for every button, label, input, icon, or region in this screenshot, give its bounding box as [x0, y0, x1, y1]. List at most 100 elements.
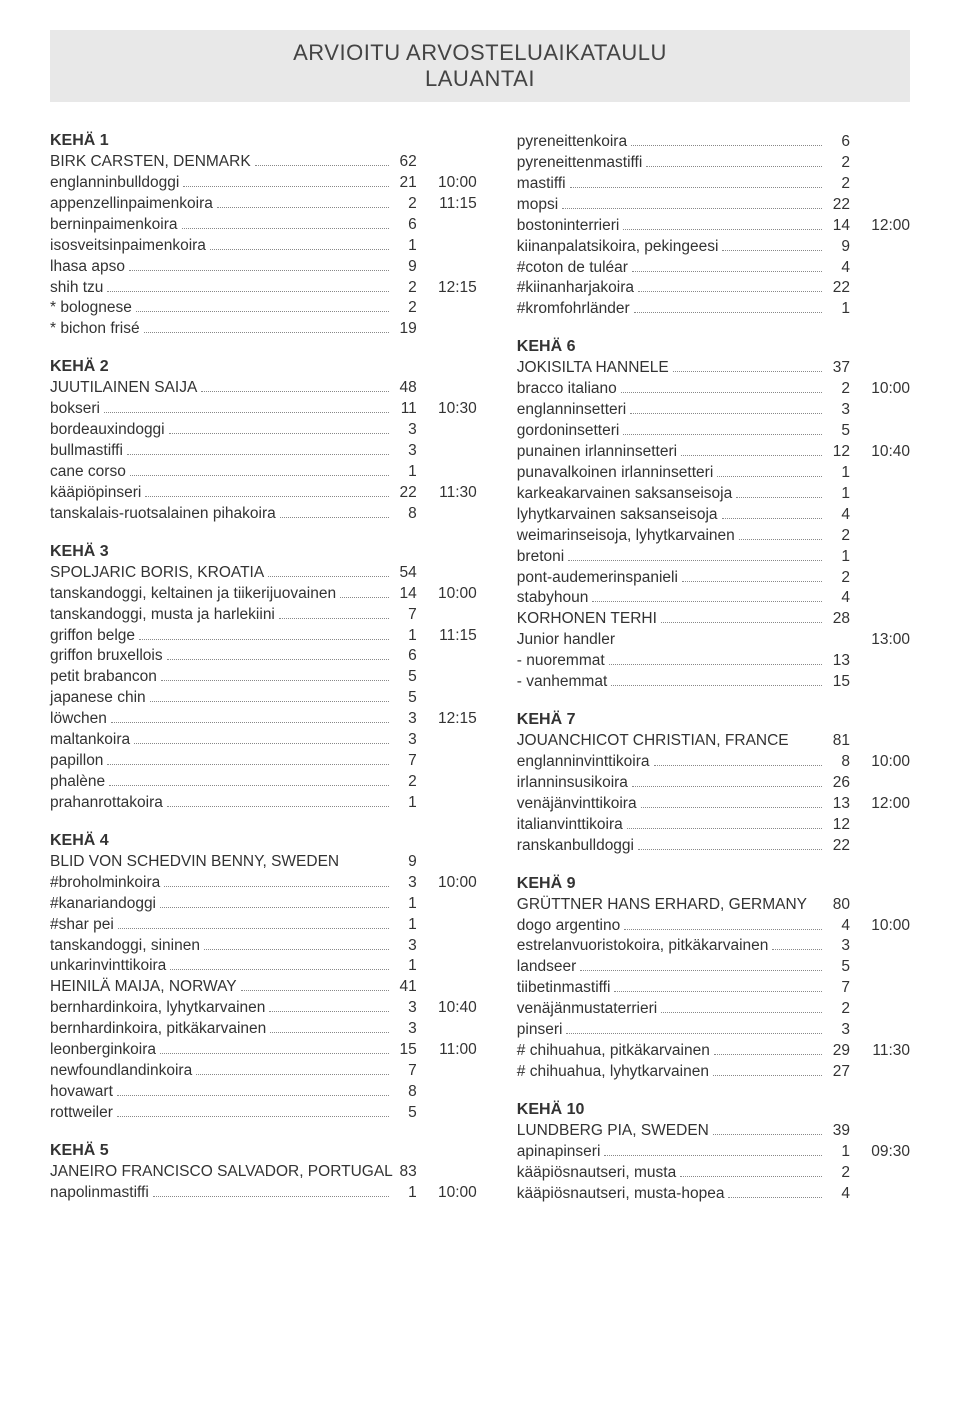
breed-row: kääpiösnautseri, musta200:00 — [517, 1163, 910, 1184]
breed-row: weimarinseisoja, lyhytkarvainen200:00 — [517, 526, 910, 547]
judge-row: SPOLJARIC BORIS, KROATIA5400:00 — [50, 563, 477, 584]
leader-dots — [217, 207, 389, 208]
leader-dots — [107, 764, 388, 765]
count-value: 5 — [393, 667, 417, 688]
breed-label: unkarinvinttikoira — [50, 956, 166, 977]
breed-label: griffon bruxellois — [50, 646, 163, 667]
count-value: 4 — [826, 916, 850, 937]
breed-row: bernhardinkoira, lyhytkarvainen310:40 — [50, 998, 477, 1019]
count-value: 3 — [393, 420, 417, 441]
count-value: 83 — [393, 1162, 417, 1183]
count-value: 4 — [826, 505, 850, 526]
breed-row: appenzellinpaimenkoira211:15 — [50, 194, 477, 215]
count-value: 1 — [393, 956, 417, 977]
judge-name: KORHONEN TERHI — [517, 609, 657, 630]
leader-dots — [201, 391, 389, 392]
time-value: 12:00 — [858, 794, 910, 815]
breed-row: englanninbulldoggi2110:00 — [50, 173, 477, 194]
breed-label: englanninvinttikoira — [517, 752, 650, 773]
breed-label: stabyhoun — [517, 588, 589, 609]
count-value: 4 — [826, 588, 850, 609]
judge-name: SPOLJARIC BORIS, KROATIA — [50, 563, 264, 584]
breed-row: griffon bruxellois600:00 — [50, 646, 477, 667]
time-value: 11:30 — [425, 483, 477, 504]
breed-label: bokseri — [50, 399, 100, 420]
ring-heading: KEHÄ 10 — [517, 1101, 910, 1119]
leader-dots — [182, 228, 389, 229]
count-value: 8 — [393, 504, 417, 525]
ring-heading: KEHÄ 7 — [517, 711, 910, 729]
breed-label: - vanhemmat — [517, 672, 607, 693]
breed-row: shih tzu212:15 — [50, 278, 477, 299]
time-value: 10:00 — [858, 379, 910, 400]
breed-label: gordoninsetteri — [517, 421, 620, 442]
leader-dots — [631, 145, 822, 146]
leader-dots — [160, 907, 389, 908]
count-value: 19 — [393, 319, 417, 340]
breed-row: * bichon frisé1900:00 — [50, 319, 477, 340]
leader-dots — [111, 722, 389, 723]
breed-label: papillon — [50, 751, 103, 772]
leader-dots — [127, 454, 389, 455]
breed-label: englanninsetteri — [517, 400, 626, 421]
count-value: 12 — [826, 815, 850, 836]
breed-row: #shar pei100:00 — [50, 915, 477, 936]
leader-dots — [139, 639, 389, 640]
breed-row: #kanariandoggi100:00 — [50, 894, 477, 915]
breed-row: pont-audemerinspanieli200:00 — [517, 568, 910, 589]
judge-row: HEINILÄ MAIJA, NORWAY4100:00 — [50, 977, 477, 998]
title-line2: LAUANTAI — [50, 66, 910, 92]
judge-name: HEINILÄ MAIJA, NORWAY — [50, 977, 237, 998]
count-value: 39 — [826, 1121, 850, 1142]
count-value: 14 — [393, 584, 417, 605]
leader-dots — [638, 849, 822, 850]
breed-row: punainen irlanninsetteri1210:40 — [517, 442, 910, 463]
breed-row: pinseri300:00 — [517, 1020, 910, 1041]
ring-heading: KEHÄ 2 — [50, 358, 477, 376]
title-line1: ARVIOITU ARVOSTELUAIKATAULU — [50, 40, 910, 66]
breed-label: italianvinttikoira — [517, 815, 623, 836]
count-value: 4 — [826, 258, 850, 279]
count-value: 22 — [826, 836, 850, 857]
breed-row: cane corso100:00 — [50, 462, 477, 483]
ring-heading: KEHÄ 3 — [50, 543, 477, 561]
breed-row: mastiffi200:00 — [517, 174, 910, 195]
ring-section: KEHÄ 7JOUANCHICOT CHRISTIAN, FRANCE8100:… — [517, 711, 910, 857]
count-value: 6 — [826, 132, 850, 153]
breed-label: newfoundlandinkoira — [50, 1061, 192, 1082]
leader-dots — [210, 249, 389, 250]
count-value: 8 — [826, 752, 850, 773]
count-value: 2 — [393, 278, 417, 299]
breed-row: #coton de tuléar400:00 — [517, 258, 910, 279]
leader-dots — [739, 539, 822, 540]
ring-section: KEHÄ 2JUUTILAINEN SAIJA4800:00bokseri111… — [50, 358, 477, 524]
leader-dots — [623, 434, 822, 435]
leader-dots — [736, 497, 822, 498]
leader-dots — [638, 291, 822, 292]
breed-label: tanskandoggi, sininen — [50, 936, 200, 957]
count-value: 1 — [826, 463, 850, 484]
leader-dots — [570, 187, 822, 188]
leader-dots — [661, 622, 822, 623]
count-value: 3 — [393, 998, 417, 1019]
leader-dots — [204, 949, 389, 950]
breed-row: prahanrottakoira100:00 — [50, 793, 477, 814]
leader-dots — [624, 929, 822, 930]
breed-row: karkeakarvainen saksanseisoja100:00 — [517, 484, 910, 505]
right-column: pyreneittenkoira600:00pyreneittenmastiff… — [517, 132, 910, 1223]
left-column: KEHÄ 1BIRK CARSTEN, DENMARK6200:00englan… — [50, 132, 477, 1223]
breed-row: landseer500:00 — [517, 957, 910, 978]
breed-label: leonberginkoira — [50, 1040, 156, 1061]
count-value: 3 — [826, 400, 850, 421]
breed-label: phalène — [50, 772, 105, 793]
leader-dots — [717, 476, 822, 477]
breed-label: isosveitsinpaimenkoira — [50, 236, 206, 257]
count-value: 3 — [393, 709, 417, 730]
count-value: 26 — [826, 773, 850, 794]
breed-label: lyhytkarvainen saksanseisoja — [517, 505, 718, 526]
breed-label: # chihuahua, lyhytkarvainen — [517, 1062, 709, 1083]
leader-dots — [107, 291, 388, 292]
breed-row: bullmastiffi300:00 — [50, 441, 477, 462]
leader-dots — [196, 1074, 389, 1075]
leader-dots — [241, 990, 389, 991]
